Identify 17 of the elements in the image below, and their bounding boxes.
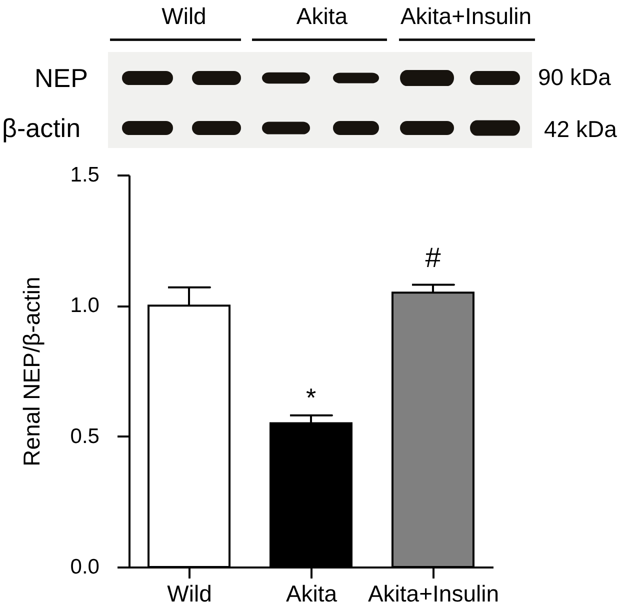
text: Akita+Insulin [400, 3, 532, 29]
text: 42 kDa [544, 116, 618, 142]
x-tick-label: Akita [286, 580, 338, 606]
text: NEP [34, 63, 88, 93]
y-tick-label: 0.0 [70, 556, 100, 578]
x-tick-label: Wild [167, 580, 212, 606]
y-tick-label: 0.5 [70, 424, 100, 448]
annotation: * [306, 382, 316, 412]
y-axis-title: Renal NEP/β-actin [18, 276, 44, 466]
y-tick-label: 1.5 [70, 164, 100, 186]
text: 90 kDa [538, 64, 612, 90]
y-tick-label: 1.0 [70, 294, 100, 318]
text: β-actin [2, 113, 81, 143]
x-tick-label: Akita+Insulin [368, 580, 500, 606]
annotation: # [425, 242, 442, 273]
text: Wild [162, 3, 206, 29]
text: Akita [296, 3, 348, 29]
